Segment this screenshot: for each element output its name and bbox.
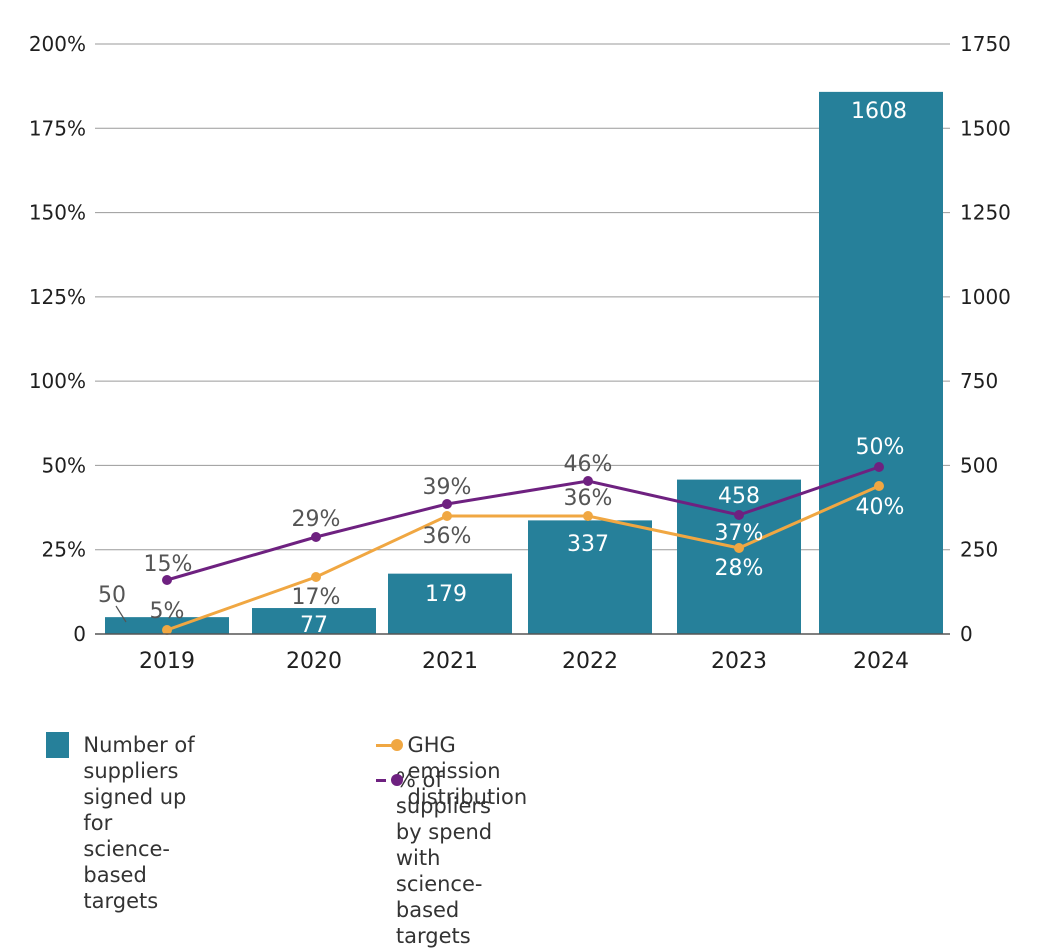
- right-tick-label: 250: [960, 538, 998, 562]
- series-point-ghg: [583, 511, 593, 521]
- line-value-label-ghg: 36%: [423, 524, 472, 549]
- legend-swatch-bar: [46, 732, 70, 758]
- bar-value-label: 50: [98, 583, 126, 608]
- right-tick-label: 1000: [960, 285, 1011, 309]
- line-value-label-ghg: 28%: [715, 556, 764, 581]
- right-tick-label: 1500: [960, 116, 1011, 140]
- series-point-spend: [583, 476, 593, 486]
- legend-swatch-ghg: [376, 732, 403, 758]
- line-value-label-ghg: 36%: [564, 486, 613, 511]
- line-value-label-spend: 37%: [715, 521, 764, 546]
- legend-swatch-spend: [376, 767, 403, 793]
- series-point-spend: [874, 462, 884, 472]
- left-tick-label: 0: [73, 622, 86, 646]
- x-tick-label: 2021: [422, 649, 478, 674]
- line-value-label-spend: 39%: [423, 475, 472, 500]
- combo-chart: 507717933745816085%17%36%36%28%40%15%29%…: [29, 32, 1011, 674]
- x-tick-label: 2020: [286, 649, 342, 674]
- left-tick-label: 150%: [29, 201, 86, 225]
- bar-2024: [819, 91, 943, 635]
- legend-label-spend: % of suppliers by spend with science-bas…: [395, 768, 493, 948]
- left-tick-label: 175%: [29, 116, 86, 140]
- bar-value-label: 337: [567, 532, 609, 557]
- left-tick-label: 125%: [29, 285, 86, 309]
- legend-item-suppliers: Number of suppliers signed up for scienc…: [46, 732, 201, 914]
- bar-value-label: 179: [425, 582, 467, 607]
- series-point-spend: [442, 499, 452, 509]
- bar-value-label: 1608: [851, 99, 907, 124]
- legend-line-3: science-based targets: [83, 837, 170, 913]
- right-tick-label: 0: [960, 622, 973, 646]
- line-value-label-ghg: 40%: [856, 495, 905, 520]
- left-tick-label: 50%: [42, 453, 86, 477]
- series-point-ghg: [734, 543, 744, 553]
- x-tick-label: 2023: [711, 649, 767, 674]
- right-tick-label: 500: [960, 453, 998, 477]
- legend-item-ghg: GHG emission distribution: [376, 732, 548, 810]
- gridlines: [95, 43, 950, 551]
- series-point-spend: [734, 510, 744, 520]
- legend-line-1: Number of suppliers: [83, 733, 195, 783]
- line-value-label-spend: 29%: [292, 507, 341, 532]
- x-tick-label: 2022: [562, 649, 618, 674]
- axes: 200% 1750 175% 1500 150% 1250 125% 1000 100% 750 5…: [29, 32, 1011, 674]
- x-tick-label: 2024: [853, 649, 909, 674]
- series-line-ghg: [166, 484, 880, 632]
- series-point-spend: [311, 532, 321, 542]
- line-value-label-ghg: 17%: [292, 585, 341, 610]
- series-point-ghg: [874, 481, 884, 491]
- series-point-ghg: [311, 572, 321, 582]
- legend-line-2: signed up for: [83, 785, 187, 835]
- series-point-ghg: [162, 625, 172, 635]
- right-tick-label: 750: [960, 369, 998, 393]
- bar-value-label: 458: [718, 484, 760, 509]
- series-line-spend: [166, 465, 880, 582]
- bar-2020: [252, 608, 376, 634]
- line-value-label-spend: 50%: [856, 435, 905, 460]
- leader-line: [115, 605, 127, 623]
- x-tick-label: 2019: [139, 649, 195, 674]
- line-value-label-spend: 46%: [564, 452, 613, 477]
- bar-2022: [528, 520, 652, 634]
- left-tick-label: 100%: [29, 369, 86, 393]
- line-value-label-ghg: 5%: [150, 599, 185, 624]
- bars: [105, 91, 943, 635]
- series-point-spend: [162, 575, 172, 585]
- legend-label-ghg: GHG emission distribution: [407, 733, 528, 809]
- series-point-ghg: [442, 511, 452, 521]
- left-tick-label: 25%: [42, 538, 86, 562]
- legend-label-suppliers: Number of suppliers signed up for scienc…: [83, 732, 201, 914]
- legend-item-spend: % of suppliers by spend with science-bas…: [376, 767, 523, 949]
- right-tick-label: 1250: [960, 201, 1011, 225]
- series-lines: [162, 462, 884, 635]
- data-labels: 507717933745816085%17%36%36%28%40%15%29%…: [98, 99, 907, 638]
- line-value-label-spend: 15%: [144, 552, 193, 577]
- bar-2021: [388, 573, 512, 634]
- left-tick-label: 200%: [29, 32, 86, 56]
- right-tick-label: 1750: [960, 32, 1011, 56]
